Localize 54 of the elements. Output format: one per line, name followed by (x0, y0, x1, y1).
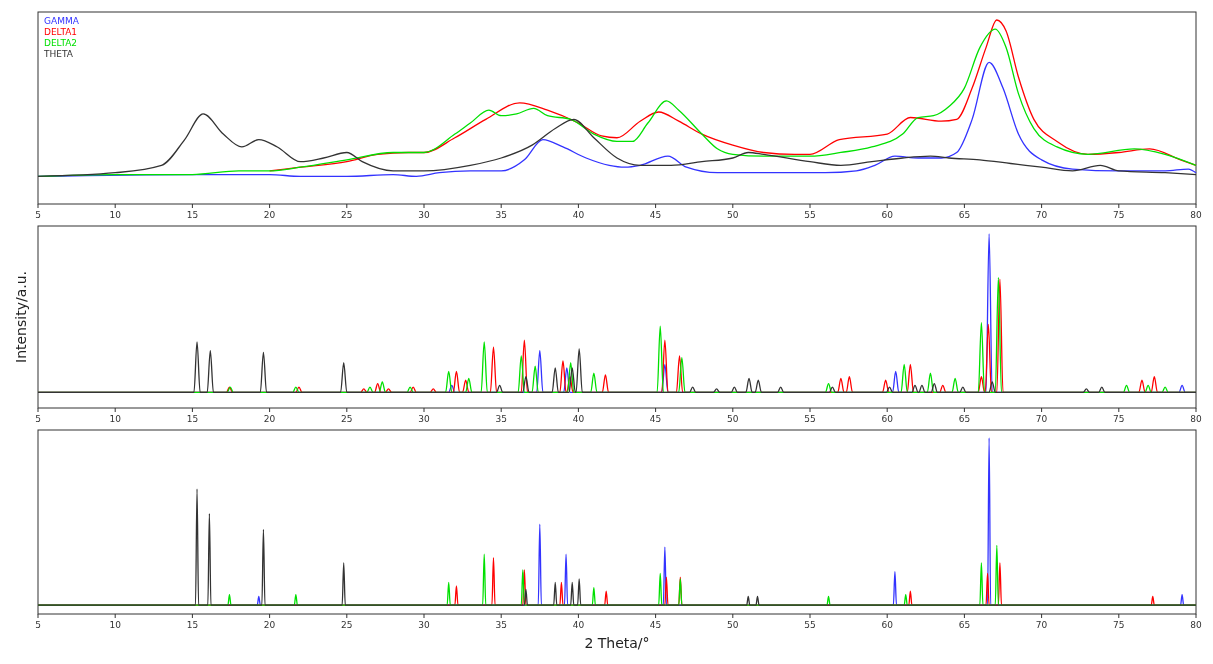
x-tick-label: 5 (35, 414, 41, 424)
x-tick-label: 60 (881, 414, 894, 424)
text: GAMMA (44, 16, 80, 26)
x-tick-label: 10 (109, 414, 122, 424)
x-tick-label: 40 (572, 620, 585, 630)
x-tick-label: 50 (727, 210, 739, 220)
x-tick-label: 15 (186, 210, 199, 220)
y-axis-title: Intensity/a.u. (13, 270, 29, 364)
x-tick-label: 35 (495, 414, 507, 424)
x-tick-label: 15 (186, 620, 199, 630)
x-tick-label: 20 (263, 210, 276, 220)
text: THETA (43, 49, 74, 59)
x-tick-label: 5 (35, 210, 41, 220)
x-tick-label: 25 (341, 620, 353, 630)
x-tick-label: 65 (958, 414, 971, 424)
x-tick-label: 80 (1190, 210, 1202, 220)
x-tick-label: 5 (35, 620, 41, 630)
x-tick-label: 70 (1035, 414, 1048, 424)
x-tick-label: 30 (418, 414, 430, 424)
x-tick-label: 70 (1035, 210, 1048, 220)
x-tick-label: 60 (881, 210, 894, 220)
x-tick-label: 35 (495, 210, 507, 220)
x-tick-label: 35 (495, 620, 507, 630)
x-tick-label: 15 (186, 414, 199, 424)
x-tick-label: 25 (341, 210, 353, 220)
x-tick-label: 50 (727, 414, 739, 424)
x-axis-title: 2 Theta/° (584, 635, 650, 651)
x-tick-label: 10 (109, 620, 122, 630)
x-tick-label: 30 (418, 620, 430, 630)
x-tick-label: 50 (727, 620, 739, 630)
x-tick-label: 80 (1190, 414, 1202, 424)
x-tick-label: 75 (1113, 620, 1125, 630)
x-tick-label: 75 (1113, 414, 1125, 424)
x-tick-label: 20 (263, 414, 276, 424)
x-tick-label: 65 (958, 210, 971, 220)
x-tick-label: 25 (341, 414, 353, 424)
text: DELTA2 (44, 38, 78, 48)
x-tick-label: 45 (649, 620, 662, 630)
x-tick-label: 60 (881, 620, 894, 630)
text: DELTA1 (44, 27, 78, 37)
x-tick-label: 45 (649, 414, 662, 424)
x-tick-label: 20 (263, 620, 276, 630)
x-tick-label: 40 (572, 414, 585, 424)
x-tick-label: 55 (804, 414, 816, 424)
x-tick-label: 55 (804, 210, 816, 220)
x-tick-label: 70 (1035, 620, 1048, 630)
x-tick-label: 55 (804, 620, 816, 630)
x-tick-label: 45 (649, 210, 662, 220)
x-tick-label: 65 (958, 620, 971, 630)
x-tick-label: 30 (418, 210, 430, 220)
x-tick-label: 75 (1113, 210, 1125, 220)
x-tick-label: 80 (1190, 620, 1202, 630)
x-tick-label: 40 (572, 210, 585, 220)
x-tick-label: 10 (109, 210, 122, 220)
